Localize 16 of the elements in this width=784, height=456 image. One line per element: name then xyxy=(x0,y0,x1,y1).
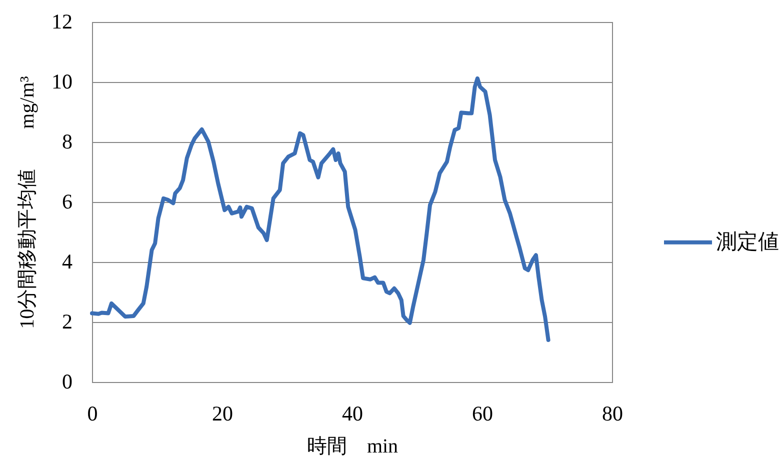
y-tick-label: 6 xyxy=(62,190,72,214)
x-tick-label: 80 xyxy=(602,402,623,426)
x-tick-label: 60 xyxy=(472,402,493,426)
y-tick-label: 0 xyxy=(62,370,72,394)
x-tick-label: 40 xyxy=(342,402,363,426)
y-axis-title: 10分間移動平均値 mg/m³ xyxy=(16,76,38,329)
line-series xyxy=(90,76,550,342)
x-tick-label: 0 xyxy=(87,402,98,426)
y-tick-label: 2 xyxy=(62,310,72,334)
y-tick-label: 8 xyxy=(62,130,72,154)
legend-label: 測定値 xyxy=(716,229,779,254)
y-tick-label: 12 xyxy=(52,10,72,34)
x-tick-label: 20 xyxy=(212,402,233,426)
y-tick-label: 4 xyxy=(62,250,73,274)
y-tick-label: 10 xyxy=(52,70,72,94)
x-axis-title: 時間 min xyxy=(306,436,398,456)
